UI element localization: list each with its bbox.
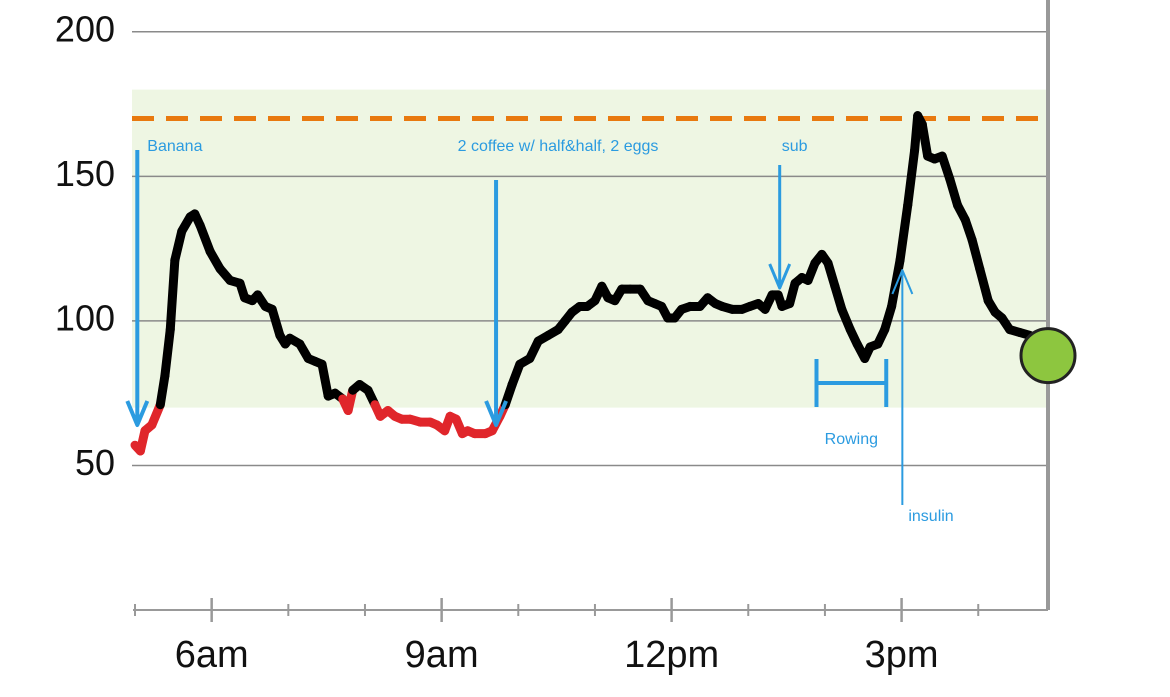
glucose-segment xyxy=(895,200,913,265)
annotation-text: Rowing xyxy=(824,431,879,448)
glucose-segment xyxy=(267,304,285,340)
y-tick-label: 50 xyxy=(75,442,115,483)
glucose-segment xyxy=(917,119,933,161)
y-tick-label: 200 xyxy=(55,8,115,49)
annotation-arrow xyxy=(891,269,914,505)
x-tick-label: 6am xyxy=(175,634,249,676)
annotation-text: sub xyxy=(781,138,808,155)
x-tick-label: 12pm xyxy=(624,634,719,676)
x-tick-label: 3pm xyxy=(865,634,939,676)
y-tick-label: 150 xyxy=(55,153,115,194)
annotation-text: 2 coffee w/ half&half, 2 eggs xyxy=(457,138,659,155)
glucose-segment xyxy=(165,255,180,335)
annotation-arrow xyxy=(125,150,150,427)
glucose-segment xyxy=(195,220,215,257)
annotation-text: Banana xyxy=(147,138,203,155)
x-tick-label: 9am xyxy=(405,634,479,676)
glucose-segment xyxy=(967,235,985,274)
target-band xyxy=(132,89,1048,408)
glucose-segment xyxy=(975,264,993,306)
glucose-segment xyxy=(160,325,175,381)
glucose-segment xyxy=(155,371,170,410)
activity-bracket xyxy=(814,359,889,407)
annotation-arrow xyxy=(484,180,508,427)
glucose-segment xyxy=(945,174,963,210)
current-reading xyxy=(1019,327,1077,385)
annotation-arrow xyxy=(768,165,792,290)
y-tick-label: 100 xyxy=(55,297,115,338)
glucose-segment xyxy=(903,145,920,210)
glucose-segment xyxy=(170,226,187,265)
glucose-segment xyxy=(317,359,333,401)
annotation-text: insulin xyxy=(908,508,954,525)
